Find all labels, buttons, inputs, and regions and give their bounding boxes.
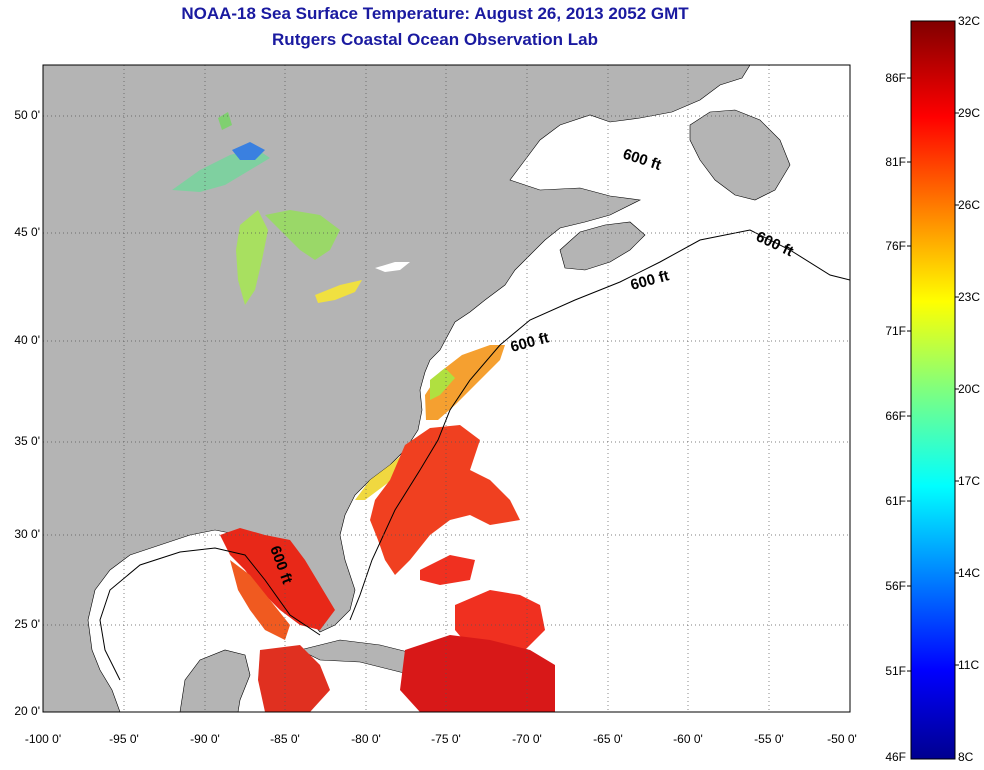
colorbar-f-label: 66F (885, 409, 906, 423)
colorbar-f-label: 46F (885, 750, 906, 764)
lon-label: -65 0' (593, 732, 623, 746)
lon-label: -75 0' (431, 732, 461, 746)
map-subtitle: Rutgers Coastal Ocean Observation Lab (272, 30, 598, 49)
lon-label: -60 0' (673, 732, 703, 746)
lon-label: -70 0' (512, 732, 542, 746)
colorbar-c-label: 17C (958, 474, 981, 488)
land-yucatan (179, 649, 251, 712)
lat-label: 30 0' (14, 527, 40, 541)
colorbar-c-label: 20C (958, 382, 981, 396)
colorbar-c-label: 29C (958, 106, 981, 120)
isobath-600ft-line (349, 229, 850, 621)
colorbar (910, 20, 956, 760)
colorbar-ticks (907, 77, 959, 672)
lon-label: -95 0' (109, 732, 139, 746)
lat-label: 45 0' (14, 225, 40, 239)
lon-label: -85 0' (270, 732, 300, 746)
lon-label: -55 0' (754, 732, 784, 746)
colorbar-c-label: 14C (958, 566, 981, 580)
land-north-america (43, 65, 751, 712)
map-grid (43, 65, 850, 712)
map-title: NOAA-18 Sea Surface Temperature: August … (181, 4, 689, 23)
colorbar-c-label: 11C (958, 658, 980, 672)
colorbar-c-label: 23C (958, 290, 981, 304)
lon-label: -80 0' (351, 732, 381, 746)
atlantic-sst (355, 345, 545, 655)
lat-label: 20 0' (14, 704, 40, 718)
colorbar-f-label: 51F (885, 664, 906, 678)
lon-label: -90 0' (190, 732, 220, 746)
colorbar-f-label: 61F (885, 494, 906, 508)
colorbar-f-label: 56F (885, 579, 906, 593)
colorbar-f-label: 76F (885, 239, 906, 253)
colorbar-f-label: 86F (885, 71, 906, 85)
lat-label: 40 0' (14, 333, 40, 347)
lon-label: -50 0' (827, 732, 857, 746)
gulf-caribbean-sst (220, 528, 555, 712)
lat-label: 35 0' (14, 434, 40, 448)
lon-label: -100 0' (24, 732, 62, 746)
map-frame (42, 64, 851, 713)
colorbar-c-label: 26C (958, 198, 981, 212)
colorbar-c-label: 32C (958, 14, 981, 28)
lat-label: 25 0' (14, 617, 40, 631)
land-newfoundland (689, 109, 791, 201)
colorbar-f-label: 71F (885, 324, 906, 338)
great-lakes-sst (172, 112, 410, 305)
colorbar-c-label: 8C (958, 750, 974, 764)
lat-label: 50 0' (14, 108, 40, 122)
land-nova-scotia (559, 221, 646, 271)
isobath-gulf-line (99, 547, 321, 681)
colorbar-f-label: 81F (885, 155, 906, 169)
